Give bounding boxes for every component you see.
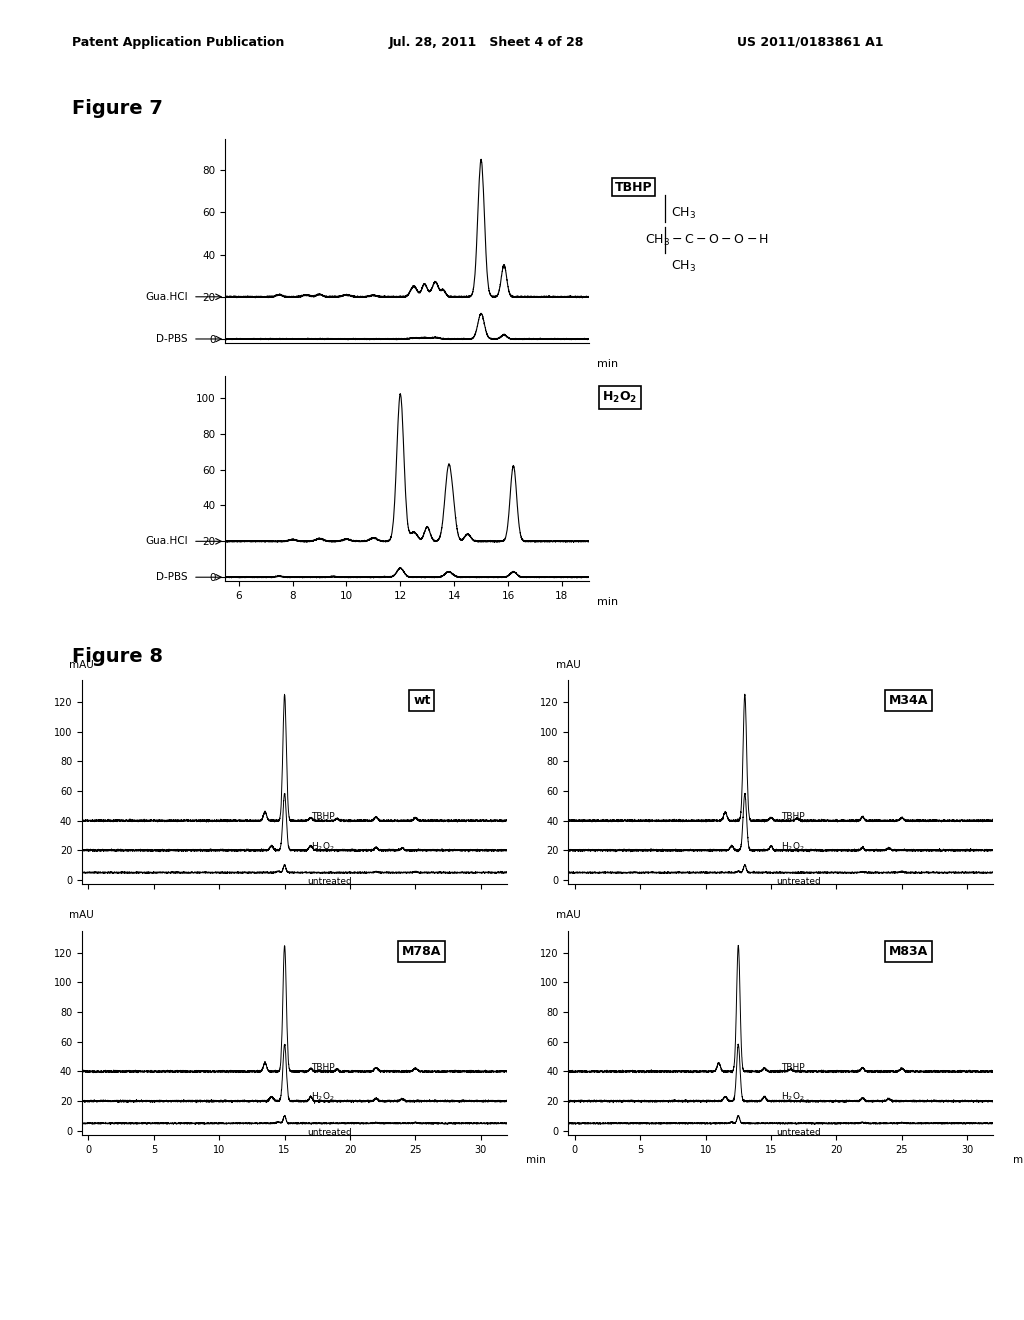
Text: TBHP: TBHP	[311, 812, 335, 821]
Text: Gua.HCl: Gua.HCl	[145, 536, 187, 546]
Text: untreated: untreated	[307, 876, 352, 886]
Text: min: min	[597, 359, 618, 370]
Text: D-PBS: D-PBS	[156, 572, 187, 582]
Text: Patent Application Publication: Patent Application Publication	[72, 36, 284, 49]
Text: $\mathregular{H_2O_2}$: $\mathregular{H_2O_2}$	[780, 840, 805, 853]
Text: min: min	[597, 598, 618, 607]
Text: Figure 8: Figure 8	[72, 647, 163, 665]
Text: wt: wt	[414, 694, 430, 708]
Text: M34A: M34A	[889, 694, 928, 708]
Text: D-PBS: D-PBS	[156, 334, 187, 345]
Text: Jul. 28, 2011   Sheet 4 of 28: Jul. 28, 2011 Sheet 4 of 28	[389, 36, 585, 49]
Text: untreated: untreated	[776, 1127, 821, 1137]
Text: $\mathbf{H_2O_2}$: $\mathbf{H_2O_2}$	[602, 391, 637, 405]
Text: Gua.HCl: Gua.HCl	[145, 292, 187, 302]
Text: untreated: untreated	[307, 1127, 352, 1137]
Text: min: min	[526, 1155, 546, 1166]
Text: TBHP: TBHP	[311, 1063, 335, 1072]
Text: TBHP: TBHP	[780, 812, 805, 821]
Text: TBHP: TBHP	[780, 1063, 805, 1072]
Text: Figure 7: Figure 7	[72, 99, 163, 117]
Text: min: min	[1013, 1155, 1024, 1166]
Text: mAU: mAU	[70, 660, 94, 669]
Text: $\mathregular{H_2O_2}$: $\mathregular{H_2O_2}$	[780, 1090, 805, 1104]
Text: TBHP: TBHP	[614, 181, 652, 194]
Text: untreated: untreated	[776, 876, 821, 886]
Text: $\mathregular{H_2O_2}$: $\mathregular{H_2O_2}$	[311, 840, 335, 853]
Text: mAU: mAU	[556, 911, 581, 920]
Text: $\mathregular{H_2O_2}$: $\mathregular{H_2O_2}$	[311, 1090, 335, 1104]
Text: M83A: M83A	[889, 945, 928, 958]
Text: M78A: M78A	[402, 945, 441, 958]
Text: US 2011/0183861 A1: US 2011/0183861 A1	[737, 36, 884, 49]
Text: $\mathregular{CH_3}$: $\mathregular{CH_3}$	[671, 259, 696, 275]
Text: $\mathregular{CH_3}$: $\mathregular{CH_3}$	[671, 206, 696, 222]
Text: mAU: mAU	[556, 660, 581, 669]
Text: mAU: mAU	[70, 911, 94, 920]
Text: $\mathregular{CH_3-C-O-O-H}$: $\mathregular{CH_3-C-O-O-H}$	[645, 232, 769, 248]
